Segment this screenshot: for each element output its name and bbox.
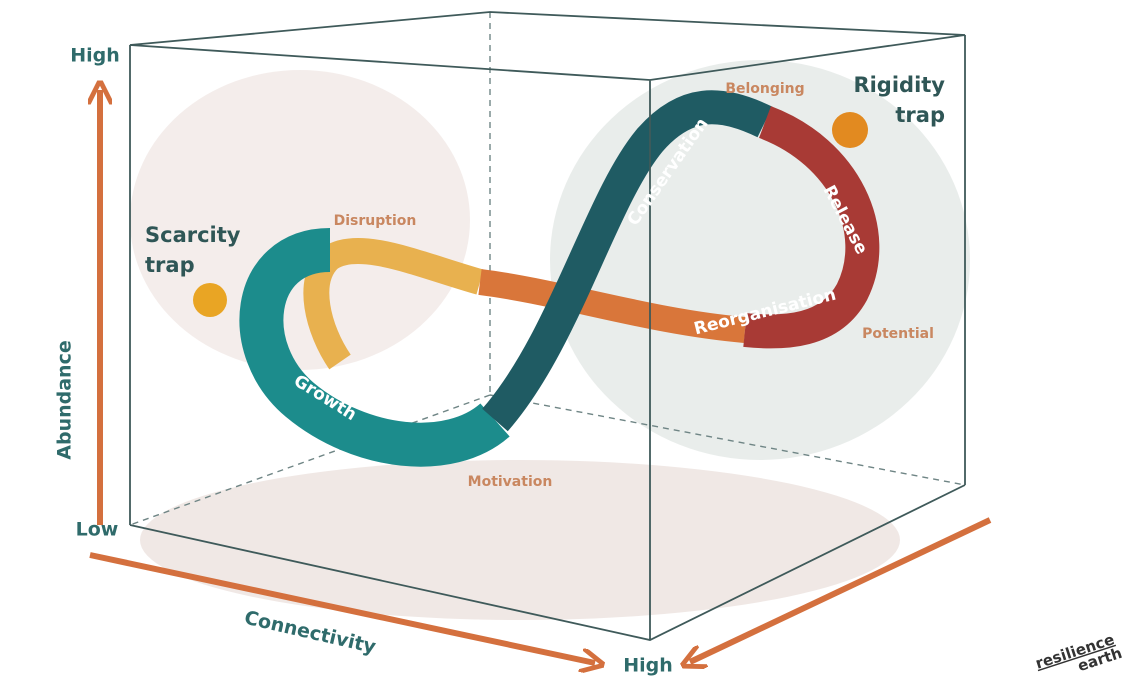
abundance-label: Abundance: [54, 340, 76, 459]
driver-label: Motivation: [468, 474, 553, 490]
trap-label: trap: [145, 253, 195, 277]
cube-hidden-edge: [129, 12, 966, 526]
trap-label: Scarcity: [145, 223, 241, 247]
ribbon-conservation: [482, 90, 773, 432]
ribbon-release: [743, 106, 880, 349]
wash: [140, 460, 900, 620]
connectivity-arrow: [690, 517, 992, 662]
scarcity-sun: [193, 283, 227, 317]
ribbon-growth: [239, 228, 510, 467]
connectivity-arrow: [89, 552, 595, 663]
rigidity-sun: [832, 112, 868, 148]
driver-label: Disruption: [334, 213, 417, 229]
connectivity-high: High: [623, 655, 673, 677]
driver-label: Belonging: [725, 81, 804, 97]
ribbon-reorganisation: [478, 269, 747, 343]
wash: [130, 70, 470, 370]
abundance-low: Low: [76, 519, 119, 541]
cube-edge: [129, 11, 966, 641]
driver-label: Potential: [862, 326, 934, 342]
ribbon-disruption: [303, 237, 484, 370]
abundance-high: High: [70, 45, 120, 67]
trap-label: Rigidity: [853, 73, 945, 97]
trap-label: trap: [895, 103, 945, 127]
